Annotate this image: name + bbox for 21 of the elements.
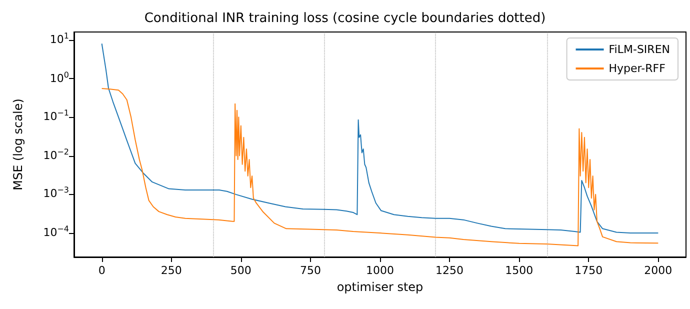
- legend-label: FiLM-SIREN: [608, 43, 670, 56]
- x-tick-label: 1000: [366, 264, 394, 277]
- x-tick-label: 1750: [574, 264, 603, 277]
- legend-label: Hyper-RFF: [608, 62, 666, 75]
- x-axis-title: optimiser step: [336, 280, 424, 294]
- chart-title: Conditional INR training loss (cosine cycle boundaries dotted): [144, 11, 546, 26]
- y-tick-label: 10$^{−1}$: [43, 108, 69, 124]
- y-tick-label: 10$^{−2}$: [43, 147, 69, 162]
- x-tick-label: 250: [160, 264, 182, 277]
- y-tick-label: 10$^{1}$: [50, 31, 69, 46]
- y-tick-label: 10$^{−4}$: [43, 224, 69, 240]
- x-tick-label: 500: [230, 264, 252, 277]
- x-tick-label: 1250: [436, 264, 464, 277]
- x-tick-label: 750: [300, 264, 321, 277]
- x-tick-label: 1500: [505, 264, 534, 277]
- y-tick-label: 10$^{0}$: [50, 70, 69, 85]
- y-axis-title: MSE (log scale): [11, 98, 25, 190]
- y-tick-label: 10$^{−3}$: [43, 186, 69, 200]
- x-tick-label: 2000: [644, 264, 672, 277]
- line-series: [101, 88, 659, 246]
- x-tick-label: 0: [98, 264, 106, 277]
